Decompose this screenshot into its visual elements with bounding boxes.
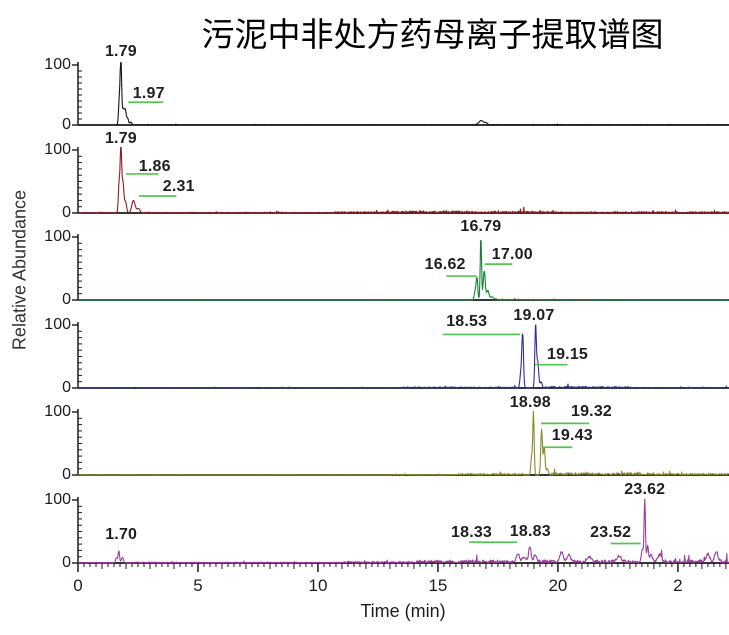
peak-label: 23.52 [590, 523, 632, 541]
trace-2-darkred [77, 146, 729, 214]
peak-label: 2.31 [162, 177, 195, 195]
peak-label: 1.70 [105, 525, 138, 543]
y-tick-label: 0 [62, 466, 71, 483]
peak-label: 19.43 [551, 426, 593, 444]
trace-4-navy [77, 324, 729, 389]
peak-label: 1.79 [104, 130, 137, 148]
x-tick-label: 5 [193, 576, 203, 595]
peak-label: 18.83 [509, 523, 551, 541]
peak-label: 17.00 [491, 245, 533, 263]
x-tick-label: 20 [548, 576, 568, 595]
y-tick-label: 0 [62, 116, 71, 133]
y-tick-label: 100 [44, 228, 71, 245]
x-axis-title: Time (min) [360, 601, 446, 621]
y-tick-label: 0 [62, 554, 71, 571]
peak-label: 19.07 [513, 307, 555, 325]
peak-label: 1.86 [138, 158, 171, 175]
y-tick-label: 100 [44, 141, 71, 158]
x-tick-label: 2 [673, 576, 683, 595]
y-tick-label: 0 [62, 204, 71, 221]
peak-label: 16.79 [460, 217, 502, 235]
peak-label: 1.97 [132, 84, 165, 102]
trace-3-green [77, 239, 729, 301]
peak-label: 16.62 [424, 256, 466, 274]
x-tick-label: 15 [428, 576, 448, 595]
x-tick-label: 10 [308, 576, 328, 595]
peak-label: 23.62 [624, 480, 666, 498]
y-tick-label: 100 [44, 491, 71, 508]
y-tick-label: 100 [44, 316, 71, 333]
figure-title: 污泥中非处方药母离子提取谱图 [201, 15, 664, 54]
trace-6-purple [77, 498, 729, 564]
y-tick-label: 0 [62, 379, 71, 396]
peak-label: 18.53 [446, 313, 488, 331]
y-tick-label: 0 [62, 291, 71, 308]
trace-1-black [77, 62, 729, 126]
peak-label: 19.32 [570, 403, 613, 420]
peak-label: 19.15 [546, 345, 589, 363]
peak-label: 18.33 [450, 523, 493, 541]
x-tick-label: 0 [73, 576, 83, 595]
peak-label: 1.79 [104, 42, 137, 60]
peak-label: 18.98 [509, 394, 551, 412]
trace-5-olive [77, 410, 729, 476]
y-tick-label: 100 [44, 403, 71, 420]
y-tick-label: 100 [44, 56, 71, 73]
